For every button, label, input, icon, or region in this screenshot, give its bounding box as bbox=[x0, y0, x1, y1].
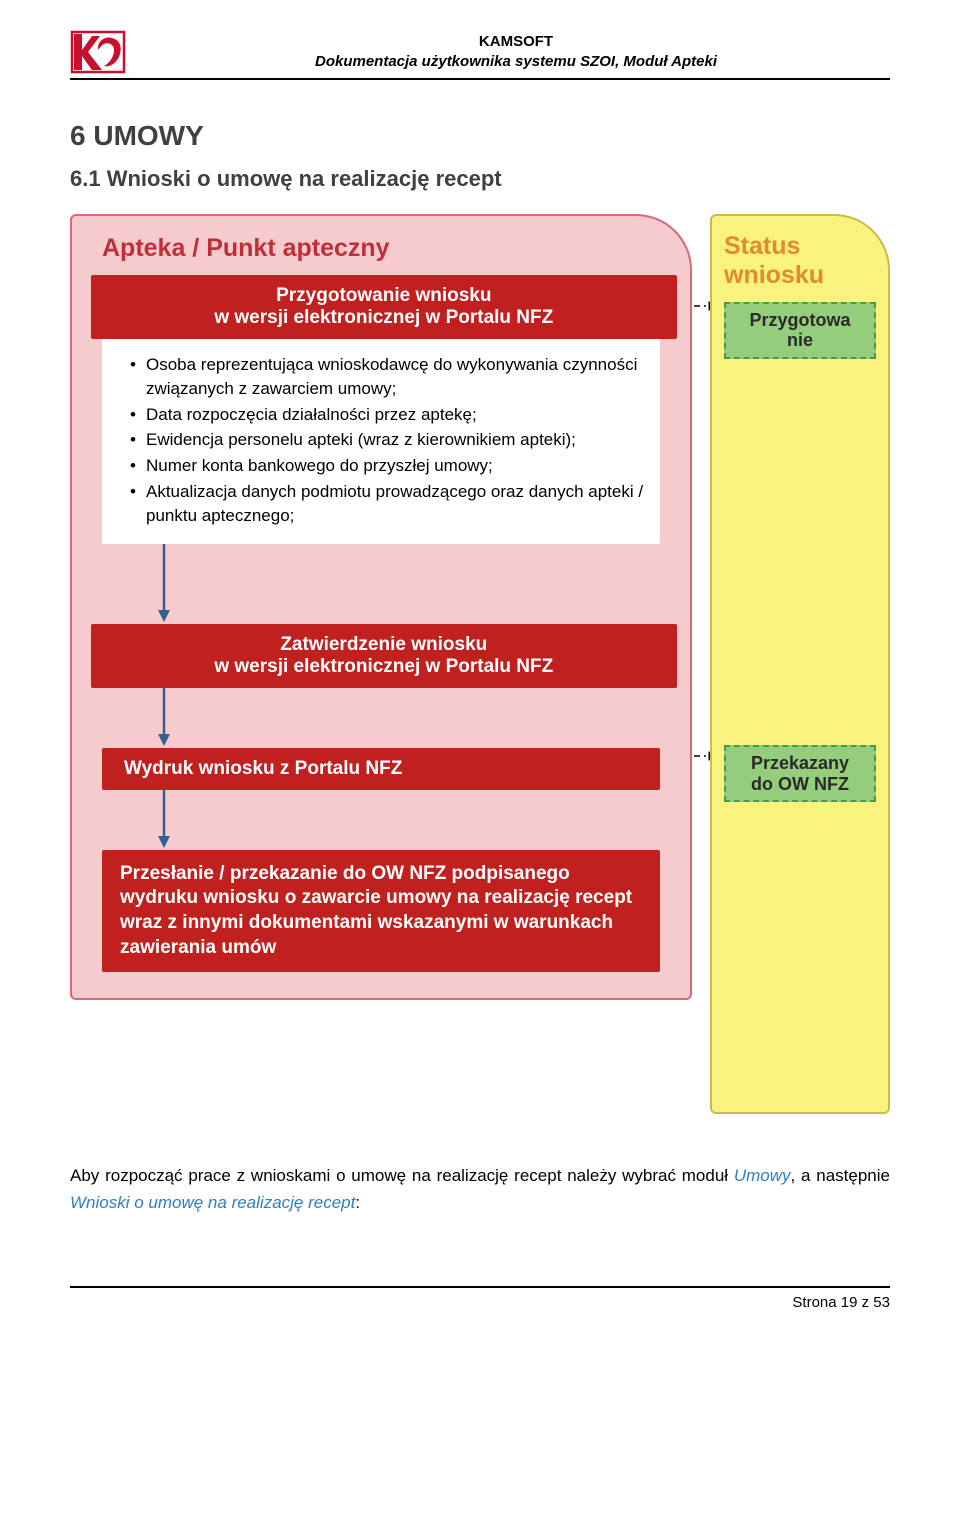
step-send: Przesłanie / przekazanie do OW NFZ podpi… bbox=[102, 850, 660, 973]
status-sent-l1: Przekazany bbox=[730, 753, 870, 774]
arrow-2 bbox=[152, 688, 660, 748]
step-print-l1: Wydruk wniosku z Portalu NFZ bbox=[124, 758, 644, 780]
arrow-1 bbox=[152, 544, 660, 624]
footer-rule bbox=[70, 1286, 890, 1288]
kamsoft-logo bbox=[70, 30, 126, 74]
header-rule bbox=[70, 78, 890, 80]
status-title: Status wniosku bbox=[724, 232, 876, 290]
step-prepare-l2: w wersji elektronicznej w Portalu NFZ bbox=[107, 307, 661, 329]
page-header: KAMSOFT Dokumentacja użytkownika systemu… bbox=[70, 30, 890, 74]
arrow-3 bbox=[152, 790, 660, 850]
page-footer: Strona 19 z 53 bbox=[70, 1294, 890, 1311]
detail-bullet: Data rozpoczęcia działalności przez apte… bbox=[130, 403, 650, 427]
body-mid: , a następnie bbox=[791, 1166, 890, 1185]
detail-bullet: Ewidencja personelu apteki (wraz z kiero… bbox=[130, 428, 650, 452]
status-sent: Przekazany do OW NFZ bbox=[724, 745, 876, 802]
step-approve-l2: w wersji elektronicznej w Portalu NFZ bbox=[107, 656, 661, 678]
body-em2: Wnioski o umowę na realizację recept bbox=[70, 1193, 355, 1212]
step-send-text: Przesłanie / przekazanie do OW NFZ podpi… bbox=[120, 862, 642, 961]
status-prepare-l1: Przygotowa bbox=[730, 310, 870, 331]
step-approve-l1: Zatwierdzenie wniosku bbox=[107, 634, 661, 656]
detail-bullet: Aktualizacja danych podmiotu prowadząceg… bbox=[130, 480, 650, 528]
process-diagram: Apteka / Punkt apteczny Przygotowanie wn… bbox=[70, 214, 890, 1114]
header-company: KAMSOFT bbox=[142, 32, 890, 52]
section-heading: 6 UMOWY bbox=[70, 120, 890, 152]
step-prepare-l1: Przygotowanie wniosku bbox=[107, 285, 661, 307]
status-title-l2: wniosku bbox=[724, 261, 824, 289]
header-subtitle: Dokumentacja użytkownika systemu SZOI, M… bbox=[142, 52, 890, 72]
status-column: Status wniosku Przygotowa nie Przekazany… bbox=[710, 214, 890, 1114]
step-print: Wydruk wniosku z Portalu NFZ bbox=[102, 748, 660, 790]
body-pre: Aby rozpocząć prace z wnioskami o umowę … bbox=[70, 1166, 734, 1185]
detail-bullet: Osoba reprezentująca wnioskodawcę do wyk… bbox=[130, 353, 650, 401]
apteka-title: Apteka / Punkt apteczny bbox=[102, 234, 660, 263]
body-paragraph: Aby rozpocząć prace z wnioskami o umowę … bbox=[70, 1162, 890, 1216]
status-sent-l2: do OW NFZ bbox=[730, 774, 870, 795]
status-prepare: Przygotowa nie bbox=[724, 302, 876, 359]
body-post: : bbox=[355, 1193, 360, 1212]
status-title-l1: Status bbox=[724, 232, 800, 260]
subsection-heading: 6.1 Wnioski o umowę na realizację recept bbox=[70, 166, 890, 192]
step-prepare: Przygotowanie wniosku w wersji elektroni… bbox=[91, 275, 677, 339]
step-approve: Zatwierdzenie wniosku w wersji elektroni… bbox=[91, 624, 677, 688]
details-box: Osoba reprezentująca wnioskodawcę do wyk… bbox=[102, 339, 660, 544]
status-prepare-l2: nie bbox=[730, 330, 870, 351]
detail-bullet: Numer konta bankowego do przyszłej umowy… bbox=[130, 454, 650, 478]
apteka-column: Apteka / Punkt apteczny Przygotowanie wn… bbox=[70, 214, 692, 1000]
body-em1: Umowy bbox=[734, 1166, 791, 1185]
